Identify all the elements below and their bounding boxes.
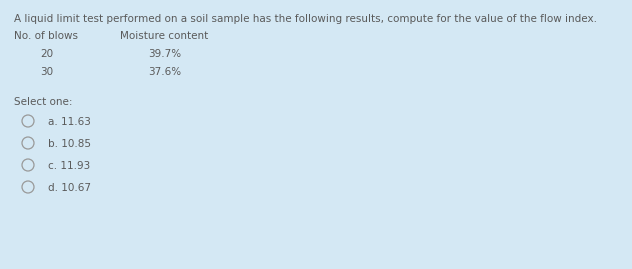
Circle shape <box>22 137 34 149</box>
Text: No. of blows: No. of blows <box>14 31 78 41</box>
Text: c. 11.93: c. 11.93 <box>48 161 90 171</box>
Text: A liquid limit test performed on a soil sample has the following results, comput: A liquid limit test performed on a soil … <box>14 14 597 24</box>
Text: d. 10.67: d. 10.67 <box>48 183 91 193</box>
Text: 39.7%: 39.7% <box>148 49 181 59</box>
Circle shape <box>22 181 34 193</box>
Circle shape <box>22 115 34 127</box>
Text: b. 10.85: b. 10.85 <box>48 139 91 149</box>
Circle shape <box>22 159 34 171</box>
Text: 30: 30 <box>40 67 53 77</box>
Text: Moisture content: Moisture content <box>120 31 209 41</box>
Text: 37.6%: 37.6% <box>148 67 181 77</box>
Text: 20: 20 <box>40 49 53 59</box>
Text: a. 11.63: a. 11.63 <box>48 117 91 127</box>
Text: Select one:: Select one: <box>14 97 73 107</box>
